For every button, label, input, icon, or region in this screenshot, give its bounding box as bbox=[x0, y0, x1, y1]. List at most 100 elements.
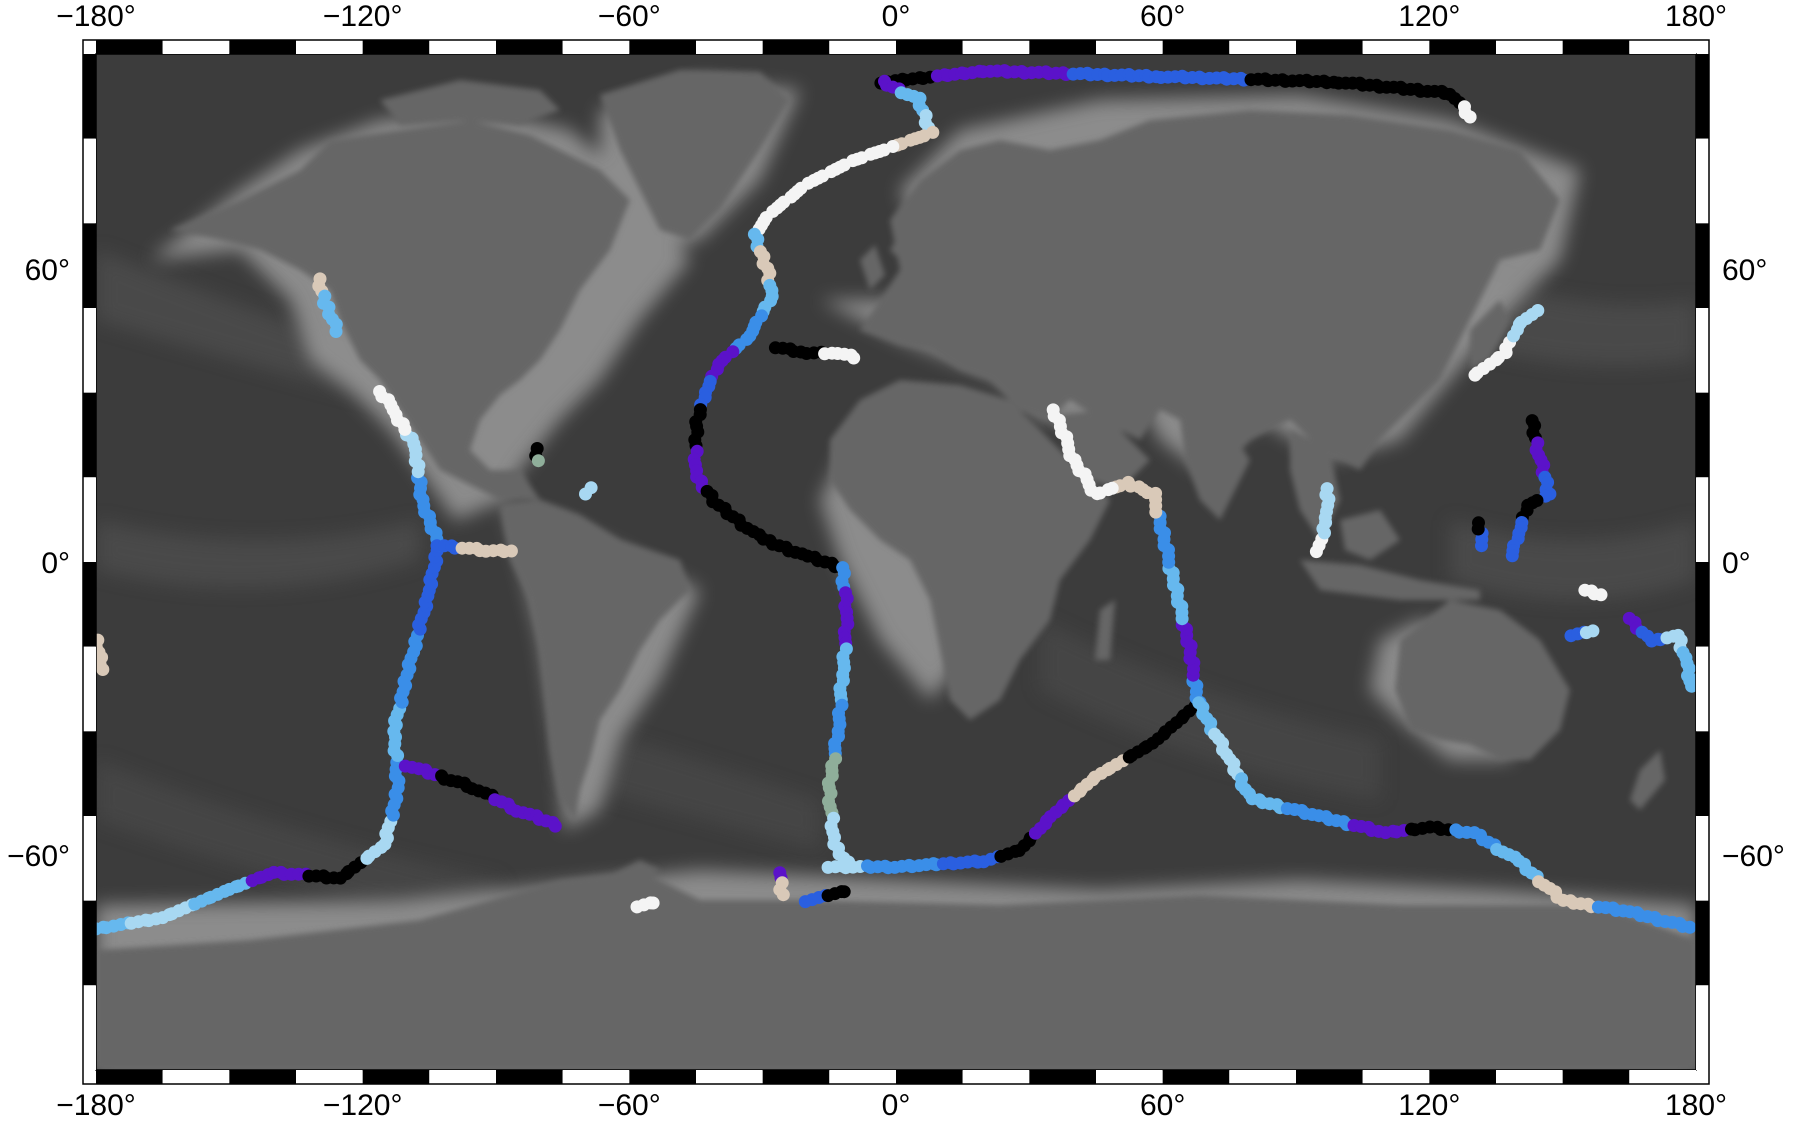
continents bbox=[96, 70, 1696, 1070]
frame-segment bbox=[1696, 731, 1709, 816]
south-america bbox=[500, 500, 690, 820]
frame-segment bbox=[229, 1070, 296, 1084]
greenland bbox=[600, 70, 790, 240]
frame-segment bbox=[83, 223, 96, 308]
ridge-point bbox=[837, 885, 851, 899]
frame-segment bbox=[1696, 816, 1709, 901]
frame-segment bbox=[96, 1070, 163, 1084]
bottom-lon-labels: −180° −120° −60° 0° 60° 120° 180° bbox=[56, 1089, 1727, 1122]
frame-segment bbox=[296, 1070, 363, 1084]
eurasia bbox=[860, 110, 1560, 470]
frame-segment bbox=[696, 40, 763, 54]
frame-segment bbox=[762, 1070, 830, 1084]
frame-segment bbox=[229, 40, 296, 54]
frame-segment bbox=[83, 562, 96, 647]
frame-segment bbox=[1562, 1070, 1630, 1084]
frame-segment bbox=[962, 1070, 1030, 1084]
frame-segment bbox=[1029, 40, 1096, 54]
frame-segment bbox=[162, 40, 230, 54]
frame-segment bbox=[1229, 1070, 1296, 1084]
ridge-point bbox=[548, 819, 562, 833]
ridge-andaman bbox=[1309, 482, 1336, 559]
frame-segment bbox=[1496, 1070, 1563, 1084]
map-frame-outer bbox=[82, 39, 1710, 1085]
frame-segment bbox=[496, 1070, 563, 1084]
frame-segment bbox=[1096, 40, 1163, 54]
top-lon-label: −120° bbox=[323, 0, 403, 33]
frame-segment bbox=[83, 477, 96, 562]
frame-segment bbox=[1362, 1070, 1430, 1084]
ridge-mariana bbox=[1505, 414, 1557, 563]
ridge-point bbox=[847, 351, 861, 365]
ridge-point bbox=[1688, 673, 1696, 687]
frame-segment bbox=[83, 308, 96, 393]
ridge-point bbox=[1505, 549, 1519, 563]
ridge-solomon bbox=[1564, 624, 1600, 643]
top-lon-label: 180° bbox=[1665, 0, 1727, 33]
ridge-point bbox=[1586, 624, 1600, 638]
ridge-fiji-west bbox=[96, 633, 110, 676]
ridge-owen-murray bbox=[1046, 403, 1135, 501]
ridge-philippine bbox=[1471, 516, 1489, 553]
ridge-point bbox=[373, 385, 387, 398]
ridge-america-antarctica bbox=[798, 885, 851, 909]
frame-segment bbox=[496, 40, 563, 54]
frame-segment bbox=[1629, 1070, 1696, 1084]
ridge-se-indian bbox=[1192, 696, 1696, 934]
africa bbox=[830, 380, 1110, 720]
bottom-lon-label: −180° bbox=[56, 1089, 136, 1122]
bottom-lon-label: −120° bbox=[323, 1089, 403, 1122]
ridge-japan-arc bbox=[1468, 304, 1545, 382]
ridge-point bbox=[96, 663, 110, 676]
frame-segment bbox=[83, 646, 96, 732]
frame-segment bbox=[1696, 900, 1709, 986]
frame-segment bbox=[1096, 1070, 1163, 1084]
frame-segment bbox=[1162, 40, 1230, 54]
ridge-north-mar bbox=[687, 227, 842, 574]
left-lat-label: 60° bbox=[25, 254, 70, 287]
frame-segment bbox=[362, 40, 430, 54]
australia bbox=[1395, 600, 1570, 760]
frame-segment bbox=[96, 40, 163, 54]
frame-segment bbox=[1696, 646, 1709, 732]
ridge-points-layer bbox=[96, 64, 1696, 936]
frame-segment bbox=[1696, 54, 1709, 139]
left-lat-label: −60° bbox=[7, 840, 70, 873]
frame-segment bbox=[896, 1070, 963, 1084]
frame-segment bbox=[562, 1070, 630, 1084]
ridge-south-mar bbox=[821, 561, 856, 869]
ridge-point bbox=[584, 481, 598, 495]
ridge-point bbox=[1320, 482, 1334, 496]
ridge-bismarck bbox=[1578, 583, 1608, 602]
frame-segment bbox=[1696, 138, 1709, 224]
top-lon-label: 0° bbox=[882, 0, 911, 33]
frame-segment bbox=[83, 900, 96, 986]
ridge-point bbox=[504, 544, 518, 558]
top-lon-labels: −180° −120° −60° 0° 60° 120° 180° bbox=[56, 0, 1727, 33]
frame-segment bbox=[1696, 562, 1709, 647]
bathymetry-texture bbox=[96, 250, 1696, 930]
ridge-mohns-knipovich bbox=[878, 74, 936, 135]
frame-segment bbox=[362, 1070, 430, 1084]
ridge-scotia bbox=[773, 866, 790, 902]
ridge-point bbox=[646, 896, 660, 910]
frame-segment bbox=[1229, 40, 1296, 54]
top-lon-label: −60° bbox=[598, 0, 661, 33]
ridge-galapagos bbox=[430, 539, 518, 559]
frame-segment bbox=[1629, 40, 1696, 54]
left-lat-labels: 60° 0° −60° bbox=[7, 254, 70, 873]
bottom-lon-label: 180° bbox=[1665, 1089, 1727, 1122]
frame-segment bbox=[1296, 1070, 1363, 1084]
map-frame-checkerboard bbox=[83, 40, 1709, 1084]
ridge-epr-north bbox=[373, 385, 445, 552]
ridge-point bbox=[1472, 516, 1485, 530]
frame-segment bbox=[429, 40, 496, 54]
right-lat-label: 0° bbox=[1722, 547, 1751, 580]
frame-segment bbox=[1696, 477, 1709, 562]
frame-segment bbox=[629, 40, 696, 54]
frame-segment bbox=[1562, 40, 1630, 54]
ridge-azores-gibraltar bbox=[768, 341, 861, 365]
top-lon-label: −180° bbox=[56, 0, 136, 33]
frame-segment bbox=[1296, 40, 1363, 54]
